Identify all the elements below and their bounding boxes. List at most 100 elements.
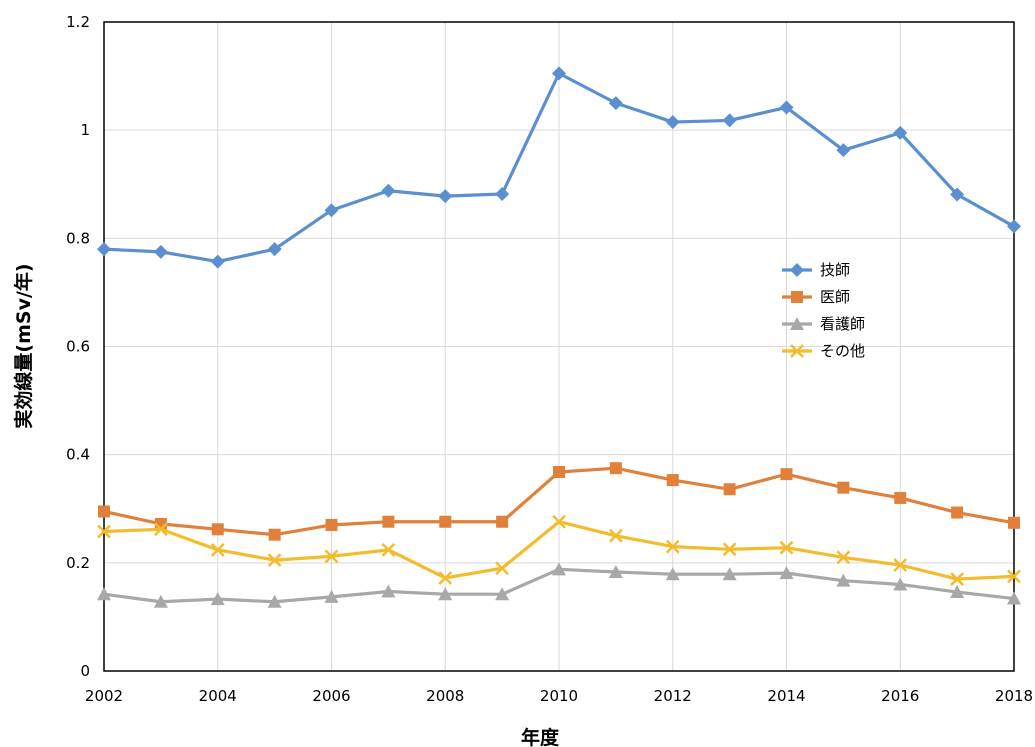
- data-point: [950, 187, 965, 202]
- data-point: [381, 183, 396, 198]
- data-point: [665, 567, 680, 581]
- y-tick-label: 1.2: [66, 13, 90, 31]
- data-point: [836, 550, 851, 565]
- data-point: [722, 542, 737, 557]
- data-point: [951, 506, 964, 519]
- x-tick-label: 2008: [426, 687, 464, 705]
- legend-label: 看護師: [820, 315, 865, 333]
- data-point: [381, 542, 396, 557]
- data-point: [1008, 516, 1020, 529]
- data-point: [267, 242, 282, 257]
- data-point: [97, 587, 111, 601]
- x-axis-ticks: 2002 2004 2006 2008 2010 2012 2014 2016 2018: [85, 687, 1033, 705]
- data-point: [1007, 591, 1021, 605]
- data-point: [153, 244, 168, 259]
- data-point: [324, 203, 339, 218]
- x-axis-title: 年度: [521, 726, 560, 747]
- x-tick-label: 2016: [881, 687, 919, 705]
- data-point: [836, 143, 851, 158]
- data-point: [608, 565, 623, 579]
- data-point: [665, 539, 680, 554]
- x-tick-label: 2012: [654, 687, 692, 705]
- data-point: [552, 514, 566, 529]
- data-point: [438, 571, 453, 585]
- data-point: [211, 523, 224, 536]
- data-point: [1007, 219, 1021, 234]
- data-point: [495, 561, 510, 576]
- legend-item: 技師: [782, 261, 850, 279]
- data-point: [608, 96, 623, 111]
- data-point: [666, 474, 679, 487]
- series-1: [97, 66, 1021, 269]
- y-tick-label: 0.6: [66, 338, 90, 356]
- data-point: [153, 522, 168, 537]
- data-point: [553, 465, 565, 478]
- data-point: [608, 528, 623, 543]
- data-point: [722, 567, 737, 581]
- plot-area: [103, 21, 1015, 672]
- data-point: [267, 594, 282, 608]
- legend-marker: [790, 344, 804, 358]
- data-point: [210, 542, 225, 557]
- y-tick-label: 0.2: [66, 554, 90, 572]
- legend-marker: [790, 317, 804, 330]
- data-point: [438, 189, 453, 204]
- legend-item: 看護師: [782, 315, 865, 333]
- data-point: [381, 584, 396, 598]
- series-group: [97, 66, 1021, 608]
- legend-marker: [791, 291, 803, 303]
- data-point: [324, 589, 339, 603]
- data-point: [893, 558, 908, 572]
- data-point: [552, 562, 566, 576]
- data-point: [836, 573, 851, 587]
- y-axis-title: 実効線量(mSv/年): [12, 263, 35, 428]
- legend-label: 医師: [820, 288, 850, 306]
- data-point: [382, 515, 395, 528]
- data-point: [893, 577, 908, 591]
- series-3: [97, 562, 1021, 608]
- data-point: [153, 594, 168, 608]
- data-point: [439, 515, 452, 528]
- legend-label: 技師: [820, 261, 850, 279]
- data-point: [723, 483, 736, 496]
- data-point: [893, 125, 908, 140]
- series-4: [97, 514, 1021, 586]
- grid: [103, 21, 1015, 672]
- data-point: [324, 549, 339, 564]
- data-point: [779, 100, 794, 115]
- data-point: [609, 462, 622, 475]
- y-axis-ticks: 0 0.2 0.4 0.6 0.8 1 1.2: [66, 13, 90, 680]
- y-tick-label: 1: [80, 121, 90, 139]
- data-point: [325, 518, 338, 531]
- data-point: [950, 572, 965, 586]
- data-point: [98, 505, 110, 518]
- x-tick-label: 2014: [767, 687, 805, 705]
- data-point: [495, 186, 510, 201]
- x-tick-label: 2018: [995, 687, 1033, 705]
- data-point: [722, 113, 737, 128]
- legend-label: その他: [820, 342, 865, 360]
- data-point: [267, 553, 282, 568]
- data-point: [779, 540, 794, 555]
- data-point: [950, 585, 965, 599]
- y-tick-label: 0.8: [66, 229, 90, 247]
- data-point: [779, 566, 794, 580]
- data-point: [97, 242, 111, 257]
- data-point: [438, 587, 453, 601]
- x-tick-label: 2006: [312, 687, 350, 705]
- x-tick-label: 2010: [540, 687, 578, 705]
- data-point: [210, 254, 225, 269]
- data-point: [97, 524, 111, 539]
- data-point: [837, 481, 850, 494]
- legend-item: 医師: [782, 288, 850, 306]
- data-point: [665, 115, 680, 130]
- data-point: [210, 592, 225, 606]
- data-point: [552, 66, 566, 81]
- x-tick-label: 2002: [85, 687, 123, 705]
- data-point: [780, 468, 793, 481]
- data-point: [268, 528, 281, 541]
- data-point: [1007, 569, 1021, 584]
- y-tick-label: 0.4: [66, 446, 90, 464]
